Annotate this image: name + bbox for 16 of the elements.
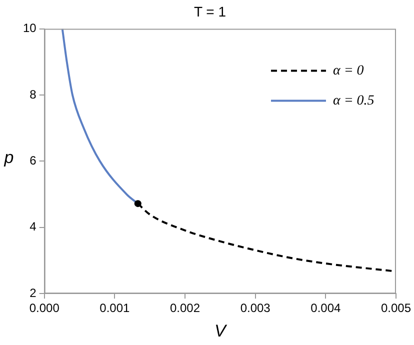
legend-label: α = 0.5 [332, 93, 374, 108]
y-tick-label: 4 [30, 220, 37, 234]
y-axis-title: p [3, 148, 14, 167]
legend-label: α = 0 [332, 63, 364, 78]
x-tick-label: 0.003 [240, 301, 271, 316]
x-tick-label: 0.004 [310, 301, 341, 316]
x-tick-label: 0.000 [29, 301, 60, 316]
y-tick-label: 8 [30, 87, 37, 102]
y-tick-label: 10 [22, 21, 37, 36]
y-tick-label: 2 [30, 286, 37, 300]
x-tick-label: 0.002 [170, 301, 200, 316]
y-tick-label: 6 [30, 154, 37, 168]
x-tick-label: 0.001 [100, 301, 130, 316]
x-axis-title: V [214, 322, 228, 341]
chart-title: T = 1 [194, 3, 226, 20]
x-tick-label: 0.005 [380, 301, 412, 316]
